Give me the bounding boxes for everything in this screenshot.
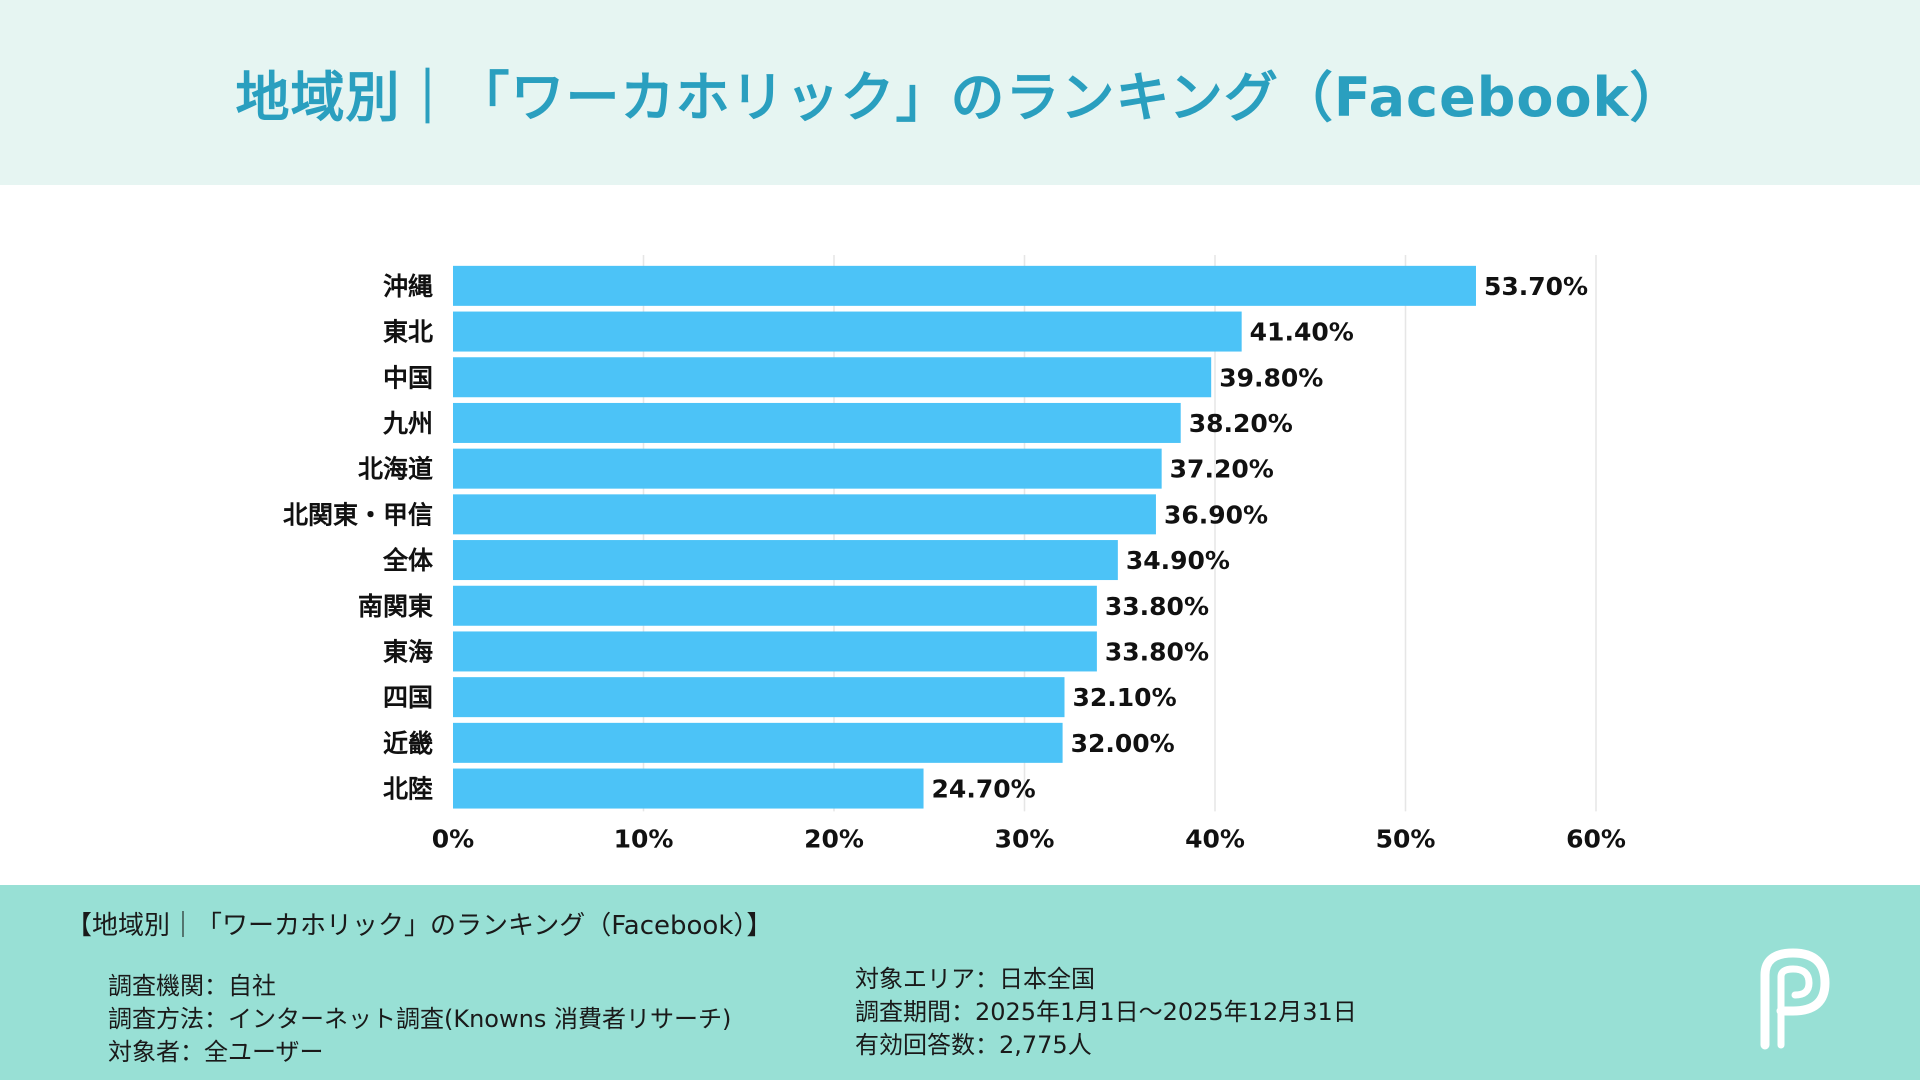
- bar: [453, 585, 1097, 626]
- footer-info-line: 調査期間：2025年1月1日〜2025年12月31日: [855, 998, 1357, 1026]
- bar: [453, 768, 924, 809]
- x-tick-label: 10%: [614, 824, 674, 853]
- footer-info-right: 対象エリア：日本全国 調査期間：2025年1月1日〜2025年12月31日 有効…: [855, 963, 1357, 1062]
- data-label: 53.70%: [1484, 272, 1588, 301]
- bar: [453, 265, 1476, 306]
- footer-info-line: 調査方法：インターネット調査(Knowns 消費者リサーチ): [108, 1005, 732, 1033]
- bar: [453, 631, 1097, 672]
- x-tick-label: 20%: [804, 824, 864, 853]
- data-label: 24.70%: [932, 775, 1036, 804]
- data-label: 32.00%: [1071, 729, 1175, 758]
- footer-info-left: 調査機関：自社 調査方法：インターネット調査(Knowns 消費者リサーチ) 対…: [108, 970, 731, 1069]
- brand-logo-icon: [1760, 948, 1830, 1050]
- bar: [453, 494, 1156, 535]
- footer-info-line: 有効回答数：2,775人: [855, 1031, 1092, 1059]
- category-label: 南関東: [358, 592, 433, 621]
- header-band: [0, 0, 1920, 185]
- x-tick-label: 50%: [1376, 824, 1436, 853]
- category-label: 近畿: [383, 729, 433, 758]
- footer-title: 【地域別｜「ワーカホリック」のランキング（Facebook）】: [66, 911, 773, 941]
- bar: [453, 311, 1242, 352]
- x-tick-label: 40%: [1185, 824, 1245, 853]
- bar: [453, 677, 1065, 718]
- category-label: 北海道: [358, 455, 433, 484]
- data-label: 38.20%: [1189, 409, 1293, 438]
- bar: [453, 540, 1118, 581]
- category-label: 東北: [383, 318, 433, 347]
- data-label: 36.90%: [1164, 500, 1268, 529]
- chart-area: 沖縄 53.70% 東北 41.40% 中国 39.80% 九州 38.20% 北海道 37.20…: [0, 185, 1920, 885]
- footer-info-line: 対象エリア：日本全国: [855, 965, 1095, 993]
- x-tick-label: 30%: [995, 824, 1055, 853]
- category-label: 全体: [382, 546, 434, 575]
- data-label: 41.40%: [1250, 318, 1354, 347]
- category-label: 九州: [382, 409, 433, 438]
- data-label: 39.80%: [1219, 363, 1323, 392]
- category-label: 北関東・甲信: [283, 500, 433, 529]
- category-label: 四国: [383, 683, 433, 712]
- page-title: 地域別｜「ワーカホリック」のランキング（Facebook）: [235, 66, 1685, 129]
- data-label: 32.10%: [1073, 683, 1177, 712]
- data-label: 33.80%: [1105, 592, 1209, 621]
- category-label: 沖縄: [383, 272, 433, 301]
- x-tick-label: 0%: [432, 824, 474, 853]
- data-label: 33.80%: [1105, 637, 1209, 666]
- footer-info-line: 調査機関：自社: [108, 972, 276, 1000]
- data-label: 37.20%: [1170, 455, 1274, 484]
- category-label: 北陸: [383, 775, 433, 804]
- bar: [453, 402, 1181, 443]
- bar: [453, 448, 1162, 489]
- footer: 【地域別｜「ワーカホリック」のランキング（Facebook）】 調査機関：自社 …: [0, 885, 1920, 1080]
- bar-chart: 沖縄 53.70% 東北 41.40% 中国 39.80% 九州 38.20% 北海道 37.20…: [283, 255, 1626, 853]
- category-label: 東海: [383, 637, 433, 666]
- x-tick-label: 60%: [1566, 824, 1626, 853]
- bar: [453, 357, 1212, 398]
- footer-info-line: 対象者：全ユーザー: [108, 1038, 324, 1066]
- data-label: 34.90%: [1126, 546, 1230, 575]
- category-label: 中国: [383, 363, 433, 392]
- bar: [453, 722, 1063, 763]
